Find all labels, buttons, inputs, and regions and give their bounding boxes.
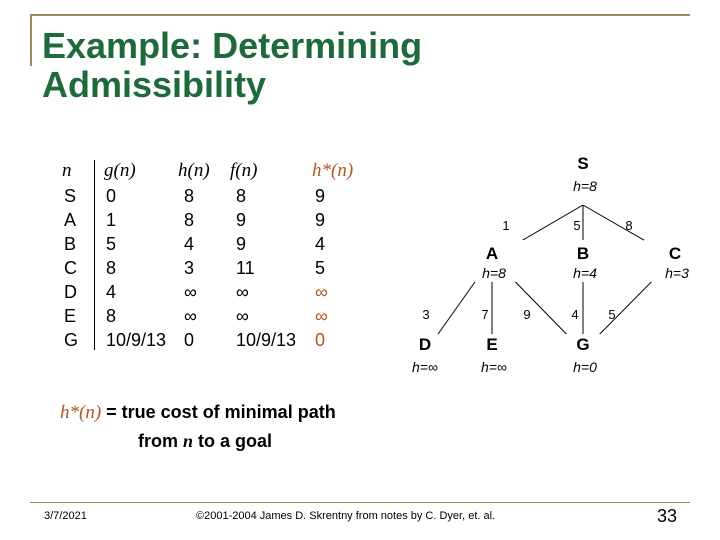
node-d-h: h=∞ <box>412 359 438 375</box>
definition-var-n: n <box>183 431 194 451</box>
header-hstar: h*(n) <box>312 160 354 181</box>
node-e-label: E <box>486 335 497 354</box>
row-b-hstar: 4 <box>315 234 326 254</box>
footer-rule <box>30 502 690 503</box>
node-c-label: C <box>669 244 681 263</box>
row-b-h: 4 <box>184 234 195 254</box>
footer-date: 3/7/2021 <box>44 510 87 522</box>
edge-s-b-cost: 5 <box>573 218 580 233</box>
title-bracket-horizontal <box>30 14 690 16</box>
node-s-h: h=8 <box>573 178 597 194</box>
header-h: h(n) <box>178 160 210 181</box>
definition-text-1: = true cost of minimal path <box>101 402 336 422</box>
row-d-g: 4 <box>106 282 117 302</box>
row-e-g: 8 <box>106 306 117 326</box>
node-d-box <box>398 334 454 378</box>
header-g: g(n) <box>104 160 136 181</box>
definition-line-2: from n to a goal <box>60 427 336 456</box>
node-c-box <box>644 240 706 282</box>
row-c-g: 8 <box>106 258 117 278</box>
edge-c-g-cost: 5 <box>608 307 615 322</box>
edge-b-g-cost: 4 <box>571 307 578 322</box>
row-s-h: 8 <box>184 186 195 206</box>
row-a-g: 1 <box>106 210 117 230</box>
node-b-box <box>550 240 616 282</box>
row-g-g: 10/9/13 <box>106 330 167 350</box>
node-c-h: h=3 <box>665 265 689 281</box>
row-g-h: 0 <box>184 330 195 350</box>
row-b-g: 5 <box>106 234 117 254</box>
row-s-f: 8 <box>236 186 247 206</box>
row-b-n: B <box>64 234 77 254</box>
edge-a-d-cost: 3 <box>422 307 429 322</box>
node-g-box <box>552 334 614 378</box>
row-a-hstar: 9 <box>315 210 326 230</box>
row-a-n: A <box>64 210 77 230</box>
row-d-hstar: ∞ <box>315 282 328 302</box>
row-c-f: 11 <box>236 258 255 278</box>
definition-text-2-post: to a goal <box>193 431 273 451</box>
title-line-1: Example: Determining <box>42 25 423 66</box>
node-b-h: h=4 <box>573 265 597 281</box>
footer-copyright: ©2001-2004 James D. Skrentny from notes … <box>196 510 496 522</box>
row-c-n: C <box>64 258 77 278</box>
row-c-h: 3 <box>184 258 195 278</box>
title-bracket-vertical <box>30 14 32 66</box>
row-e-f: ∞ <box>236 306 249 326</box>
node-e-box <box>462 334 522 378</box>
definition-text-2-pre: from <box>138 431 183 451</box>
edge-s-c-cost: 8 <box>625 218 632 233</box>
edge-s-a-cost: 1 <box>502 218 509 233</box>
node-d-label: D <box>419 335 431 354</box>
node-e-h: h=∞ <box>481 359 507 375</box>
table-divider <box>94 160 95 350</box>
definition-line-1: h*(n) = true cost of minimal path <box>60 398 336 427</box>
row-e-h: ∞ <box>184 306 197 326</box>
row-d-n: D <box>64 282 77 302</box>
node-a-h: h=8 <box>482 265 506 281</box>
node-b-label: B <box>577 244 589 263</box>
row-e-hstar: ∞ <box>315 306 328 326</box>
row-s-n: S <box>64 186 77 206</box>
row-s-hstar: 9 <box>315 186 326 206</box>
definition-symbol: h*(n) <box>60 402 102 423</box>
node-a-label: A <box>486 244 498 263</box>
header-f: f(n) <box>230 160 258 181</box>
definition-note: h*(n) = true cost of minimal path from n… <box>60 398 336 456</box>
node-g-label: G <box>576 335 589 354</box>
title-line-2: Admissibility <box>42 64 267 105</box>
edge-a-e-cost: 7 <box>481 307 488 322</box>
row-c-hstar: 5 <box>315 258 326 278</box>
node-s-label: S <box>577 154 588 173</box>
row-d-h: ∞ <box>184 282 197 302</box>
node-g-h: h=0 <box>573 359 597 375</box>
edge-a-g-cost: 9 <box>523 307 530 322</box>
row-b-f: 9 <box>236 234 247 254</box>
page-number: 33 <box>657 506 678 526</box>
header-n: n <box>62 160 72 181</box>
row-a-f: 9 <box>236 210 247 230</box>
row-e-n: E <box>64 306 77 326</box>
row-a-h: 8 <box>184 210 195 230</box>
node-a-box <box>460 240 524 282</box>
row-g-hstar: 0 <box>315 330 326 350</box>
row-g-n: G <box>64 330 79 350</box>
row-d-f: ∞ <box>236 282 249 302</box>
slide-title: Example: Determining Admissibility <box>42 26 422 104</box>
row-s-g: 0 <box>106 186 117 206</box>
node-s-box <box>552 155 614 195</box>
row-g-f: 10/9/13 <box>236 330 297 350</box>
